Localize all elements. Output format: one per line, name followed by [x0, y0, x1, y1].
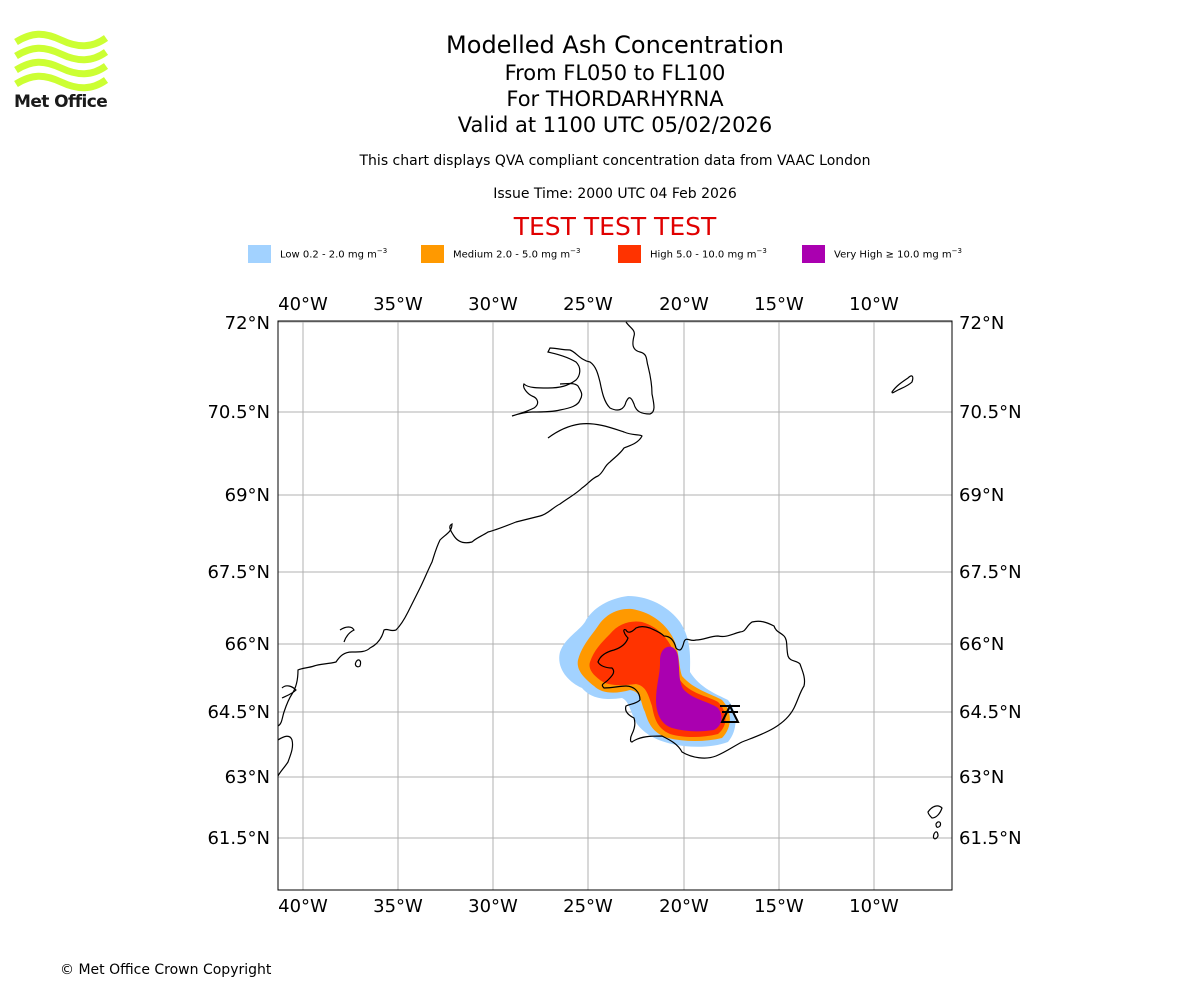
lat-tick-label: 61.5°N [207, 828, 270, 849]
lon-tick-label: 25°W [563, 294, 613, 315]
legend-swatch-medium [421, 245, 444, 263]
lat-tick-label: 70.5°N [959, 402, 1022, 423]
lat-tick-label: 61.5°N [959, 828, 1022, 849]
lon-tick-label: 15°W [754, 294, 804, 315]
legend-item-high: High 5.0 - 10.0 mg m−3 [618, 244, 767, 264]
greenland-islet [354, 659, 362, 668]
greenland-fjord-2 [281, 685, 297, 699]
lon-tick-label: 30°W [468, 896, 518, 917]
title-block: Modelled Ash Concentration From FL050 to… [265, 30, 965, 203]
lon-tick-label: 40°W [278, 294, 328, 315]
issue-time: Issue Time: 2000 UTC 04 Feb 2026 [493, 186, 737, 202]
met-office-logo [14, 30, 109, 92]
longitude-labels-bottom: 40°W 35°W 30°W 25°W 20°W 15°W 10°W [278, 896, 899, 917]
greenland-coastline-south [278, 735, 294, 777]
lat-tick-label: 69°N [959, 485, 1004, 506]
legend-swatch-high [618, 245, 641, 263]
lat-tick-label: 64.5°N [959, 702, 1022, 723]
lat-tick-label: 63°N [225, 767, 270, 788]
lat-tick-label: 69°N [225, 485, 270, 506]
copyright-notice: © Met Office Crown Copyright [60, 962, 272, 978]
map-frame [277, 320, 953, 891]
lat-tick-label: 63°N [959, 767, 1004, 788]
lat-tick-label: 70.5°N [207, 402, 270, 423]
volcano-marker [720, 703, 740, 723]
legend-label-low: Low 0.2 - 2.0 mg m−3 [280, 247, 388, 261]
lat-tick-label: 64.5°N [207, 702, 270, 723]
legend-label-very-high: Very High ≥ 10.0 mg m−3 [834, 247, 962, 261]
lon-tick-label: 25°W [563, 896, 613, 917]
lon-tick-label: 30°W [468, 294, 518, 315]
legend-item-medium: Medium 2.0 - 5.0 mg m−3 [421, 244, 580, 264]
lon-tick-label: 15°W [754, 896, 804, 917]
valid-time: Valid at 1100 UTC 05/02/2026 [457, 113, 773, 137]
lon-tick-label: 10°W [849, 294, 899, 315]
greenland-coastline [278, 321, 655, 727]
legend-item-very-high: Very High ≥ 10.0 mg m−3 [802, 244, 962, 264]
lon-tick-label: 20°W [659, 294, 709, 315]
ash-area-very-high [656, 646, 722, 732]
longitude-labels-top: 40°W 35°W 30°W 25°W 20°W 15°W 10°W [278, 294, 899, 315]
lat-tick-label: 67.5°N [959, 562, 1022, 583]
legend-label-high: High 5.0 - 10.0 mg m−3 [650, 247, 767, 261]
latitude-labels-right: 72°N 70.5°N 69°N 67.5°N 66°N 64.5°N 63°N… [959, 313, 1022, 849]
concentration-legend: Low 0.2 - 2.0 mg m−3 Medium 2.0 - 5.0 mg… [0, 244, 1200, 264]
lon-tick-label: 35°W [373, 294, 423, 315]
logo-text: Met Office [14, 92, 108, 112]
lon-tick-label: 20°W [659, 896, 709, 917]
legend-swatch-very-high [802, 245, 825, 263]
lat-tick-label: 66°N [959, 634, 1004, 655]
jan-mayen-coastline [891, 375, 914, 394]
lat-tick-label: 72°N [225, 313, 270, 334]
legend-item-low: Low 0.2 - 2.0 mg m−3 [248, 244, 387, 264]
legend-swatch-low [248, 245, 271, 263]
lon-tick-label: 10°W [849, 896, 899, 917]
latitude-labels-left: 72°N 70.5°N 69°N 67.5°N 66°N 64.5°N 63°N… [207, 313, 270, 849]
page-title: Modelled Ash Concentration [446, 31, 784, 59]
greenland-fjord [339, 626, 355, 643]
chart-note: This chart displays QVA compliant concen… [359, 153, 871, 169]
lat-tick-label: 67.5°N [207, 562, 270, 583]
legend-label-medium: Medium 2.0 - 5.0 mg m−3 [453, 247, 581, 261]
flight-level-range: From FL050 to FL100 [504, 61, 726, 85]
lat-tick-label: 66°N [225, 634, 270, 655]
volcano-name: For THORDARHYRNA [506, 87, 724, 111]
iceland-coastline [597, 620, 806, 759]
coastlines [278, 321, 943, 840]
lon-tick-label: 40°W [278, 896, 328, 917]
faroe-islands-coastline [927, 805, 943, 840]
lon-tick-label: 35°W [373, 896, 423, 917]
test-banner: TEST TEST TEST [513, 212, 717, 241]
lat-tick-label: 72°N [959, 313, 1004, 334]
